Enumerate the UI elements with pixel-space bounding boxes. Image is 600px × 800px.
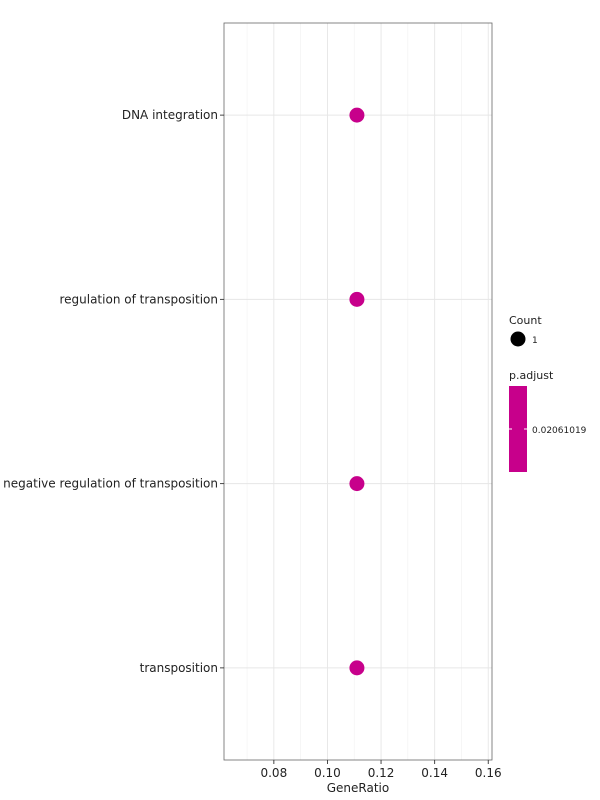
x-axis-title: GeneRatio [327, 781, 389, 795]
y-tick-label: regulation of transposition [59, 292, 218, 306]
padjust-legend-label: 0.02061019 [532, 426, 587, 436]
data-point [349, 660, 365, 676]
x-axis: 0.08 0.10 0.12 0.14 0.16 [260, 760, 502, 780]
y-tick-label: DNA integration [122, 108, 218, 122]
x-tick-label: 0.08 [260, 766, 287, 780]
legend: Count 1 p.adjust 0.02061019 [509, 314, 587, 472]
y-tick-label: negative regulation of transposition [3, 477, 218, 491]
data-point [349, 291, 365, 307]
padjust-legend-title: p.adjust [509, 369, 554, 382]
padjust-colorbar [509, 386, 527, 472]
x-tick-label: 0.12 [368, 766, 395, 780]
count-legend-title: Count [509, 314, 542, 327]
data-point [349, 107, 365, 123]
panel-border [223, 22, 493, 761]
data-points [349, 107, 365, 676]
x-tick-label: 0.10 [314, 766, 341, 780]
y-tick-label: transposition [140, 661, 218, 675]
y-axis: DNA integration regulation of transpositi… [3, 108, 224, 675]
x-tick-label: 0.14 [421, 766, 448, 780]
x-tick-label: 0.16 [475, 766, 502, 780]
count-legend-key [510, 331, 526, 347]
panel-background [224, 23, 492, 760]
data-point [349, 476, 365, 492]
count-legend-label: 1 [532, 336, 538, 346]
